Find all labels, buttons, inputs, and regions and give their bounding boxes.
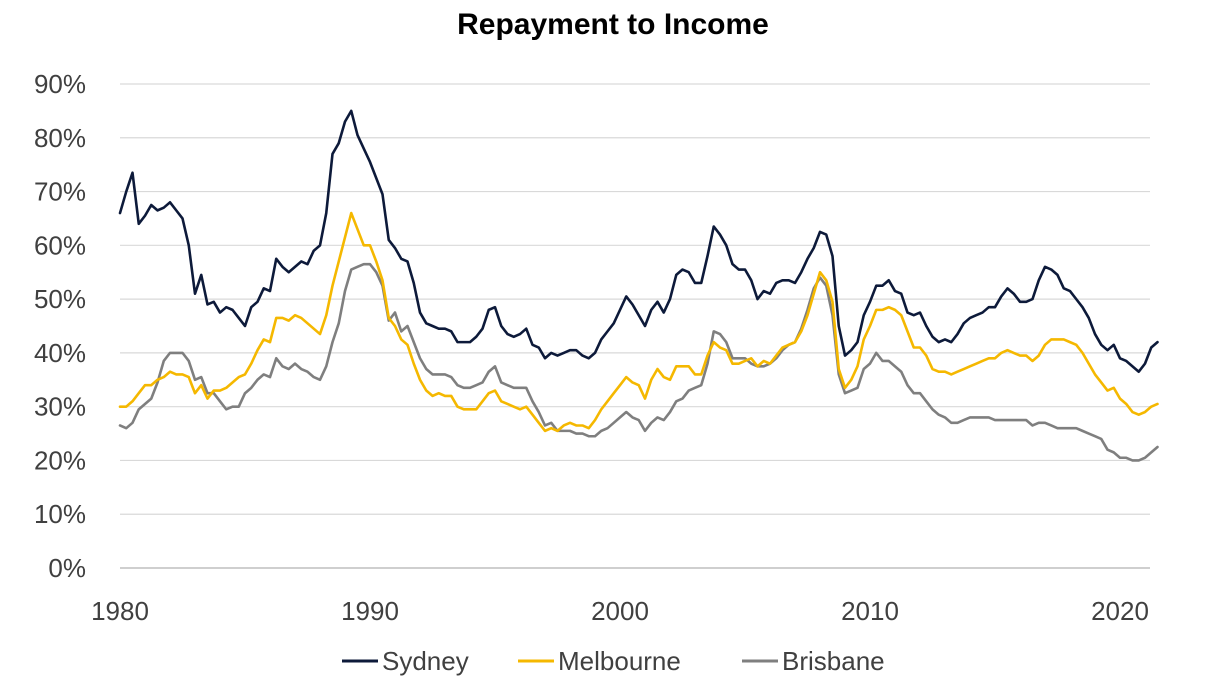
x-tick-label: 2020 [1091, 596, 1149, 626]
x-tick-label: 1980 [91, 596, 149, 626]
y-tick-label: 70% [34, 177, 86, 207]
series-line-brisbane [118, 262, 1159, 462]
series-lines [118, 109, 1159, 462]
x-tick-label: 1990 [341, 596, 399, 626]
y-tick-label: 80% [34, 123, 86, 153]
series-line-melbourne [118, 211, 1159, 433]
y-tick-label: 40% [34, 338, 86, 368]
y-tick-label: 30% [34, 392, 86, 422]
x-tick-label: 2000 [591, 596, 649, 626]
legend-label-sydney: Sydney [382, 646, 469, 676]
y-axis-tick-labels: 0% 10% 20% 30% 40% 50% 60% 70% 80% 90% [34, 69, 86, 583]
chart-title: Repayment to Income [457, 8, 769, 41]
series-line-sydney [118, 109, 1159, 374]
y-tick-label: 20% [34, 445, 86, 475]
legend-label-melbourne: Melbourne [558, 646, 681, 676]
x-axis-tick-labels: 1980 1990 2000 2010 2020 [91, 596, 1149, 626]
y-tick-label: 10% [34, 499, 86, 529]
legend-label-brisbane: Brisbane [782, 646, 885, 676]
x-tick-label: 2010 [841, 596, 899, 626]
legend: Sydney Melbourne Brisbane [342, 646, 885, 676]
y-tick-label: 50% [34, 284, 86, 314]
y-tick-label: 60% [34, 230, 86, 260]
y-tick-label: 0% [48, 553, 86, 583]
gridlines [120, 83, 1150, 515]
y-tick-label: 90% [34, 69, 86, 99]
